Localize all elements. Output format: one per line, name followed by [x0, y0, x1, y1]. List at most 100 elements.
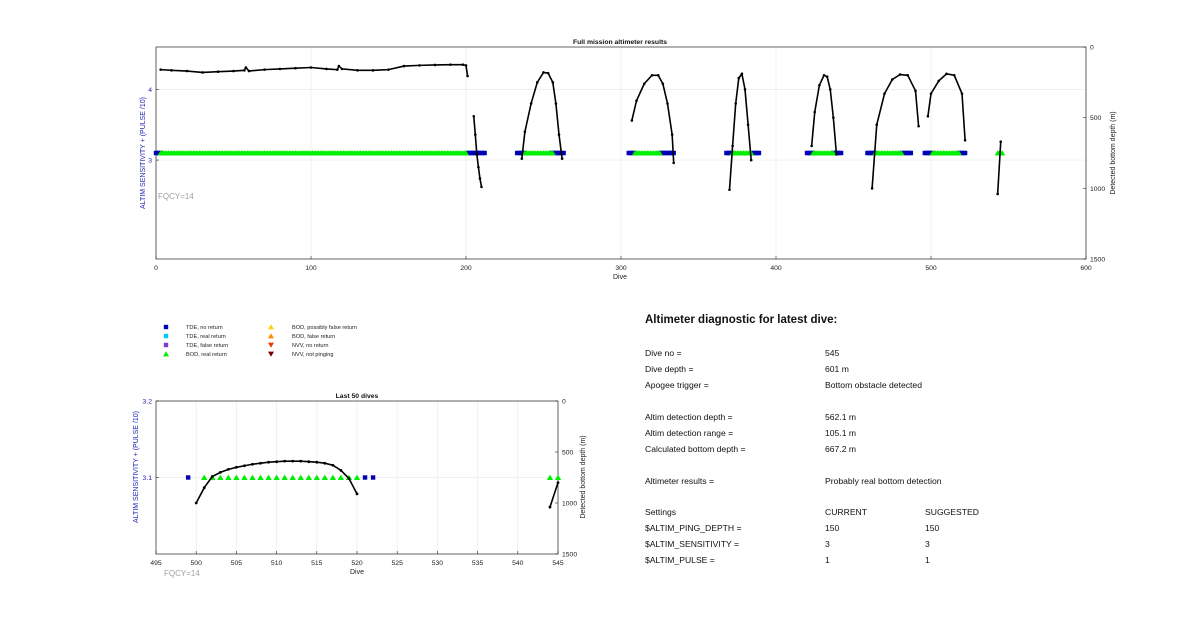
diag-label-altimeter-results: Altimeter results = — [645, 476, 715, 486]
bottom-depth-point — [309, 66, 313, 69]
chart1-xtick-label: 100 — [305, 265, 317, 272]
bod-real-return-marker — [257, 474, 264, 481]
bottom-depth-point — [464, 64, 468, 67]
bottom-depth-point — [542, 71, 545, 74]
bottom-depth-point — [737, 76, 741, 80]
bottom-depth-point — [194, 501, 198, 505]
bottom-depth-point — [336, 68, 339, 71]
chart2-xtick-label: 520 — [351, 560, 363, 567]
chart2-ytick-label: 3.1 — [143, 475, 153, 482]
bod-real-return-marker — [353, 474, 361, 481]
chart1-x-ticks: 0 100 200 300 400 500 600 — [154, 256, 1092, 272]
legend-label: TDE, false return — [186, 343, 228, 349]
chart2-y2tick-label: 500 — [562, 450, 574, 457]
setting-suggested-pulse: 1 — [925, 555, 930, 565]
bottom-depth-line — [996, 141, 1002, 195]
bottom-depth-point — [661, 82, 665, 86]
bottom-depth-point — [666, 102, 669, 105]
legend-label: NVV, no return — [292, 343, 329, 349]
bod-real-return-marker — [241, 474, 248, 481]
bod-real-return-marker — [281, 474, 288, 481]
bottom-depth-point — [746, 123, 750, 127]
legend: TDE, no return TDE, real return TDE, false… — [163, 324, 357, 358]
bottom-depth-point — [307, 460, 311, 464]
tde-no-return-marker — [838, 150, 844, 156]
bottom-depth-point — [449, 63, 452, 66]
bottom-depth-point — [461, 63, 465, 66]
chart2-xtick-label: 500 — [191, 560, 203, 567]
bottom-depth-point — [263, 68, 266, 71]
bottom-depth-point — [546, 71, 550, 75]
bottom-depth-point — [635, 99, 638, 103]
bottom-depth-point — [278, 67, 282, 71]
bod-real-return-marker — [955, 150, 962, 156]
bottom-depth-point — [210, 475, 214, 478]
bottom-depth-line — [810, 74, 838, 155]
chart1-xlabel: Dive — [613, 274, 627, 281]
bottom-depth-point — [251, 462, 254, 466]
chart2-ylabel: ALTIM SENSITIVITY + (PULSE /10) — [133, 411, 140, 523]
bod-real-return-marker — [830, 150, 837, 156]
bottom-depth-point — [218, 471, 222, 474]
chart1-markers — [153, 150, 1006, 156]
legend-marker-square — [163, 324, 169, 330]
bottom-depth-point — [818, 83, 821, 87]
setting-current-ping-depth: 150 — [825, 523, 840, 533]
bottom-depth-point — [355, 492, 359, 496]
bottom-depth-point — [822, 73, 826, 77]
bod-real-return-marker — [549, 150, 556, 156]
tde-no-return-marker — [756, 150, 762, 156]
chart1-y2tick-label: 1000 — [1090, 186, 1105, 193]
bod-real-return-marker — [337, 474, 345, 481]
chart1-depth-lines — [159, 63, 1003, 196]
bottom-depth-point — [347, 477, 351, 480]
bottom-depth-point — [554, 102, 558, 105]
legend-marker-triangle-up — [268, 324, 274, 330]
bottom-depth-point — [999, 140, 1003, 143]
diag-label-detection-range: Altim detection range = — [645, 428, 734, 438]
bottom-depth-point — [201, 71, 204, 74]
bottom-depth-point — [529, 102, 533, 105]
bottom-depth-point — [875, 123, 879, 127]
chart2-xtick-label: 495 — [150, 560, 162, 567]
bottom-depth-point — [906, 73, 910, 77]
bottom-depth-point — [466, 74, 469, 78]
bottom-depth-point — [743, 88, 747, 91]
legend-marker-triangle-up — [163, 351, 169, 357]
bottom-depth-point — [244, 66, 248, 69]
bottom-depth-point — [828, 88, 832, 91]
bottom-depth-point — [243, 69, 246, 72]
chart2-xlabel: Dive — [350, 569, 364, 576]
bottom-depth-line — [549, 482, 559, 508]
diag-value-apogee-trigger: Bottom obstacle detected — [825, 380, 922, 390]
diagnostic-title: Altimeter diagnostic for latest dive: — [645, 314, 838, 326]
bottom-depth-point — [650, 73, 654, 77]
bottom-depth-point — [952, 73, 956, 77]
bottom-depth-point — [728, 188, 731, 192]
bottom-depth-point — [740, 72, 744, 76]
chart1-ytick-label: 4 — [148, 87, 152, 94]
bottom-depth-point — [835, 153, 838, 156]
setting-name-pulse: $ALTIM_PULSE = — [645, 555, 715, 565]
bottom-depth-point — [323, 461, 327, 465]
bottom-depth-point — [337, 64, 341, 68]
bottom-depth-point — [477, 165, 480, 169]
setting-suggested-sensitivity: 3 — [925, 539, 930, 549]
tde-no-return-marker — [185, 475, 191, 480]
bod-real-return-marker — [233, 474, 240, 481]
bottom-depth-point — [883, 92, 886, 95]
bottom-depth-point — [642, 82, 646, 86]
legend-marker-triangle-up — [268, 333, 274, 339]
bod-real-return-marker — [273, 474, 280, 481]
bottom-depth-point — [480, 185, 483, 189]
bottom-depth-point — [232, 69, 235, 73]
bottom-depth-point — [243, 464, 246, 468]
bottom-depth-point — [294, 66, 297, 70]
diag-value-altimeter-results: Probably real bottom detection — [825, 476, 942, 486]
bottom-depth-point — [917, 124, 920, 128]
bottom-depth-point — [548, 505, 552, 509]
bottom-depth-point — [890, 78, 894, 81]
bod-real-return-marker — [313, 474, 320, 481]
bottom-depth-point — [340, 67, 344, 71]
